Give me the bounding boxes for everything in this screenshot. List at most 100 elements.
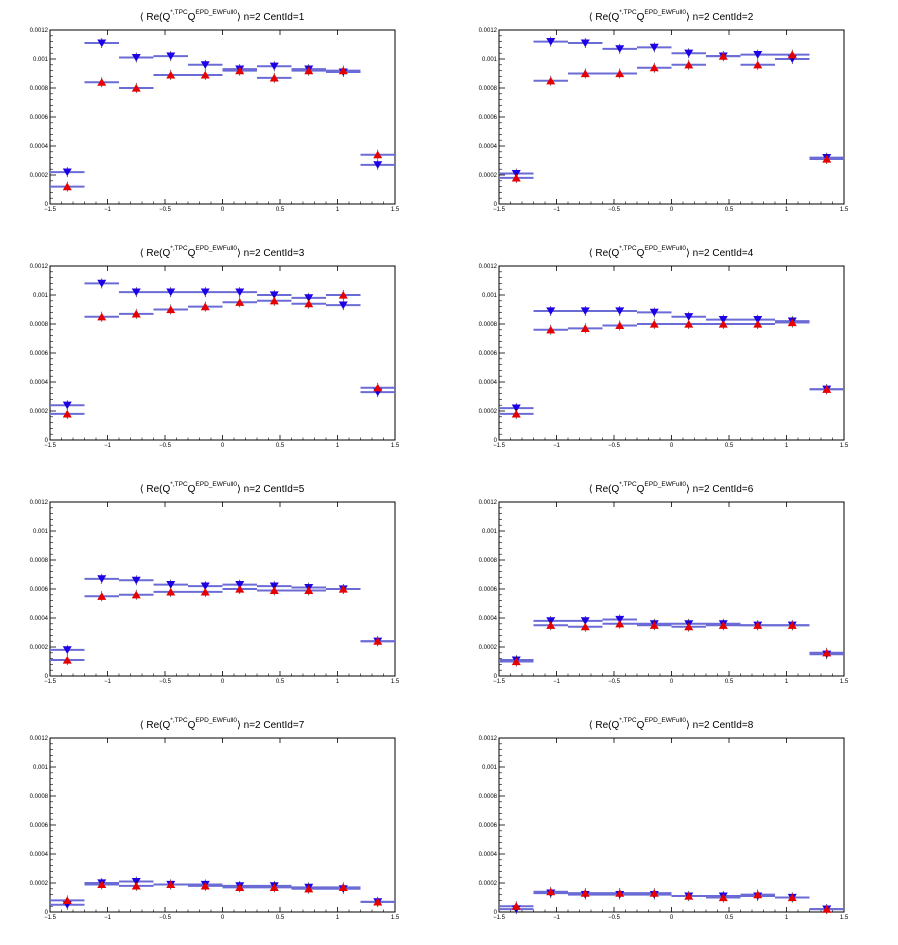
chart-svg: ⟨ Re(Q*,TPCQEPD_EWFull0⟩ n=2 CentId=7 −1.… bbox=[30, 717, 400, 921]
y-tick-label: 0 bbox=[45, 674, 49, 680]
marker-triangle-up bbox=[580, 889, 590, 897]
y-tick-label: 0.0008 bbox=[479, 558, 498, 564]
y-tick-label: 0 bbox=[494, 202, 498, 208]
chart-title-open: ⟨ Re(Q bbox=[589, 248, 620, 259]
chart-title-mid: Q bbox=[637, 12, 645, 23]
marker-triangle-down bbox=[166, 288, 176, 297]
marker-triangle-down bbox=[62, 646, 72, 654]
chart-title-sup-b: EPD_EWFull0 bbox=[644, 481, 686, 488]
marker-triangle-up bbox=[580, 324, 590, 332]
chart-panel-5: ⟨ Re(Q*,TPCQEPD_EWFull0⟩ n=2 CentId=5 −1.… bbox=[0, 472, 449, 708]
marker-triangle-up bbox=[338, 584, 348, 593]
y-tick-label: 0.0006 bbox=[479, 351, 498, 357]
y-tick-label: 0.0008 bbox=[30, 794, 49, 800]
chart-title: ⟨ Re(Q*,TPCQEPD_EWFull0⟩ n=2 CentId=7 bbox=[140, 717, 305, 731]
y-tick-label: 0.001 bbox=[33, 765, 49, 771]
marker-triangle-down bbox=[200, 61, 210, 69]
marker-triangle-up bbox=[131, 309, 141, 318]
marker-triangle-up bbox=[546, 887, 556, 896]
marker-triangle-down bbox=[684, 313, 694, 321]
marker-triangle-down bbox=[338, 301, 348, 310]
x-tick-label: 0.5 bbox=[725, 207, 734, 213]
marker-triangle-down bbox=[649, 43, 659, 52]
chart-title: ⟨ Re(Q*,TPCQEPD_EWFull0⟩ n=2 CentId=6 bbox=[589, 481, 754, 495]
y-tick-label: 0.0002 bbox=[479, 409, 498, 415]
marker-triangle-up bbox=[684, 60, 694, 69]
chart-panel-4: ⟨ Re(Q*,TPCQEPD_EWFull0⟩ n=2 CentId=4 −1.… bbox=[449, 236, 898, 472]
marker-triangle-up bbox=[338, 883, 348, 891]
x-tick-label: 1.5 bbox=[840, 207, 849, 213]
y-tick-label: 0 bbox=[45, 910, 49, 916]
x-tick-label: 0 bbox=[670, 443, 674, 449]
y-tick-label: 0.0012 bbox=[479, 736, 498, 742]
y-tick-label: 0.0002 bbox=[30, 645, 49, 651]
y-tick-label: 0.0008 bbox=[30, 558, 49, 564]
chart-title-close: ⟩ n=2 CentId=8 bbox=[686, 720, 754, 731]
marker-triangle-down bbox=[580, 307, 590, 315]
marker-triangle-up bbox=[269, 586, 279, 595]
x-tick-label: −1 bbox=[104, 443, 112, 449]
chart-svg: ⟨ Re(Q*,TPCQEPD_EWFull0⟩ n=2 CentId=3 −1.… bbox=[30, 245, 400, 449]
marker-triangle-up bbox=[269, 883, 279, 891]
y-tick-label: 0.0006 bbox=[479, 587, 498, 593]
x-tick-label: −0.5 bbox=[608, 207, 621, 213]
x-tick-label: −1.5 bbox=[493, 443, 506, 449]
y-tick-label: 0.0004 bbox=[479, 852, 498, 858]
y-tick-label: 0.0002 bbox=[30, 409, 49, 415]
marker-triangle-up bbox=[200, 302, 210, 311]
chart-svg: ⟨ Re(Q*,TPCQEPD_EWFull0⟩ n=2 CentId=8 −1.… bbox=[479, 717, 849, 921]
x-tick-label: 1 bbox=[785, 915, 789, 921]
marker-triangle-up bbox=[649, 319, 659, 328]
chart-svg: ⟨ Re(Q*,TPCQEPD_EWFull0⟩ n=2 CentId=1 −1.… bbox=[30, 9, 400, 213]
marker-triangle-down bbox=[166, 581, 176, 589]
marker-triangle-up bbox=[822, 648, 832, 657]
marker-triangle-down bbox=[753, 51, 763, 59]
x-tick-label: −1.5 bbox=[44, 915, 57, 921]
marker-triangle-down bbox=[131, 576, 141, 585]
chart-panel-7: ⟨ Re(Q*,TPCQEPD_EWFull0⟩ n=2 CentId=7 −1.… bbox=[0, 708, 449, 944]
chart-title-open: ⟨ Re(Q bbox=[140, 720, 171, 731]
x-tick-label: 0.5 bbox=[276, 207, 285, 213]
chart-title: ⟨ Re(Q*,TPCQEPD_EWFull0⟩ n=2 CentId=4 bbox=[589, 245, 754, 259]
y-tick-label: 0 bbox=[494, 910, 498, 916]
marker-triangle-down bbox=[580, 39, 590, 48]
y-tick-label: 0.0004 bbox=[479, 380, 498, 386]
marker-triangle-up bbox=[131, 881, 141, 890]
marker-triangle-down bbox=[269, 62, 279, 71]
marker-triangle-up bbox=[684, 622, 694, 631]
chart-title-sup-b: EPD_EWFull0 bbox=[644, 717, 686, 724]
x-tick-label: 0.5 bbox=[276, 443, 285, 449]
chart-title-mid: Q bbox=[637, 248, 645, 259]
marker-triangle-up bbox=[166, 880, 176, 889]
y-tick-label: 0.0004 bbox=[30, 616, 49, 622]
marker-triangle-down bbox=[166, 52, 176, 61]
chart-title-sup-b: EPD_EWFull0 bbox=[644, 245, 686, 252]
y-tick-label: 0.0012 bbox=[30, 500, 49, 506]
plot-frame bbox=[498, 501, 845, 677]
chart-svg: ⟨ Re(Q*,TPCQEPD_EWFull0⟩ n=2 CentId=6 −1.… bbox=[479, 481, 849, 685]
marker-triangle-up bbox=[615, 889, 625, 897]
chart-title-sup-b: EPD_EWFull0 bbox=[195, 9, 237, 16]
y-tick-label: 0.0006 bbox=[30, 823, 49, 829]
y-tick-label: 0.0004 bbox=[30, 380, 49, 386]
x-tick-label: 1 bbox=[785, 443, 789, 449]
marker-triangle-up bbox=[511, 657, 521, 666]
chart-svg: ⟨ Re(Q*,TPCQEPD_EWFull0⟩ n=2 CentId=5 −1.… bbox=[30, 481, 400, 685]
marker-triangle-up bbox=[304, 66, 314, 75]
marker-triangle-up bbox=[200, 587, 210, 596]
marker-triangle-down bbox=[615, 45, 625, 53]
marker-triangle-up bbox=[97, 880, 107, 889]
marker-triangle-down bbox=[304, 294, 314, 302]
x-tick-label: 1 bbox=[336, 915, 340, 921]
y-tick-label: 0.0006 bbox=[30, 115, 49, 121]
y-tick-label: 0.001 bbox=[33, 57, 49, 63]
y-tick-label: 0.0012 bbox=[479, 28, 498, 34]
chart-title-sup-a: *,TPC bbox=[619, 245, 637, 252]
chart-title-sup-b: EPD_EWFull0 bbox=[644, 9, 686, 16]
chart-title-sup-a: *,TPC bbox=[170, 9, 188, 16]
y-tick-label: 0.001 bbox=[482, 765, 498, 771]
marker-triangle-up bbox=[718, 319, 728, 328]
marker-triangle-down bbox=[546, 307, 556, 315]
marker-triangle-up bbox=[546, 621, 556, 629]
x-tick-label: 1 bbox=[336, 679, 340, 685]
